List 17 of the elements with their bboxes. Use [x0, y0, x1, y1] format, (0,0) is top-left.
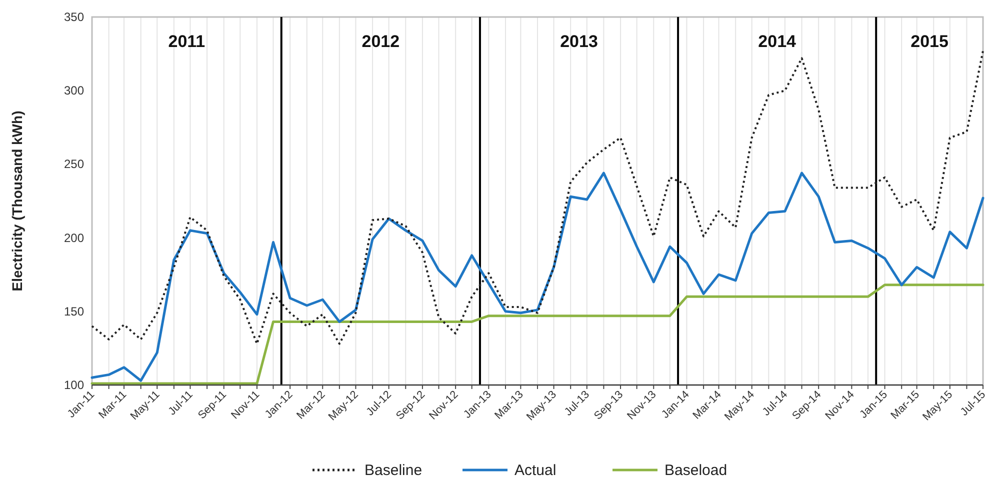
y-tick-label: 300	[64, 84, 84, 98]
annotation: 2012	[362, 32, 400, 51]
y-tick-label: 200	[64, 230, 84, 245]
y-tick-label: 350	[64, 10, 84, 24]
line-series	[90, 172, 984, 382]
line-series	[91, 50, 984, 345]
legend-label: Actual	[514, 462, 556, 479]
annotation: 2014	[758, 32, 797, 51]
y-tick-label: 250	[64, 157, 84, 172]
annotation: 2013	[560, 32, 598, 51]
annotation: 2015	[910, 32, 948, 51]
y-tick-label: 150	[64, 304, 84, 318]
legend-label: Baseload	[664, 462, 728, 479]
annotation: 2011	[168, 32, 206, 51]
y-tick-label: 100	[64, 378, 84, 392]
y-axis-title: Electricity (Thousand kWh)	[9, 110, 25, 292]
legend-label: Baseline	[364, 462, 422, 479]
